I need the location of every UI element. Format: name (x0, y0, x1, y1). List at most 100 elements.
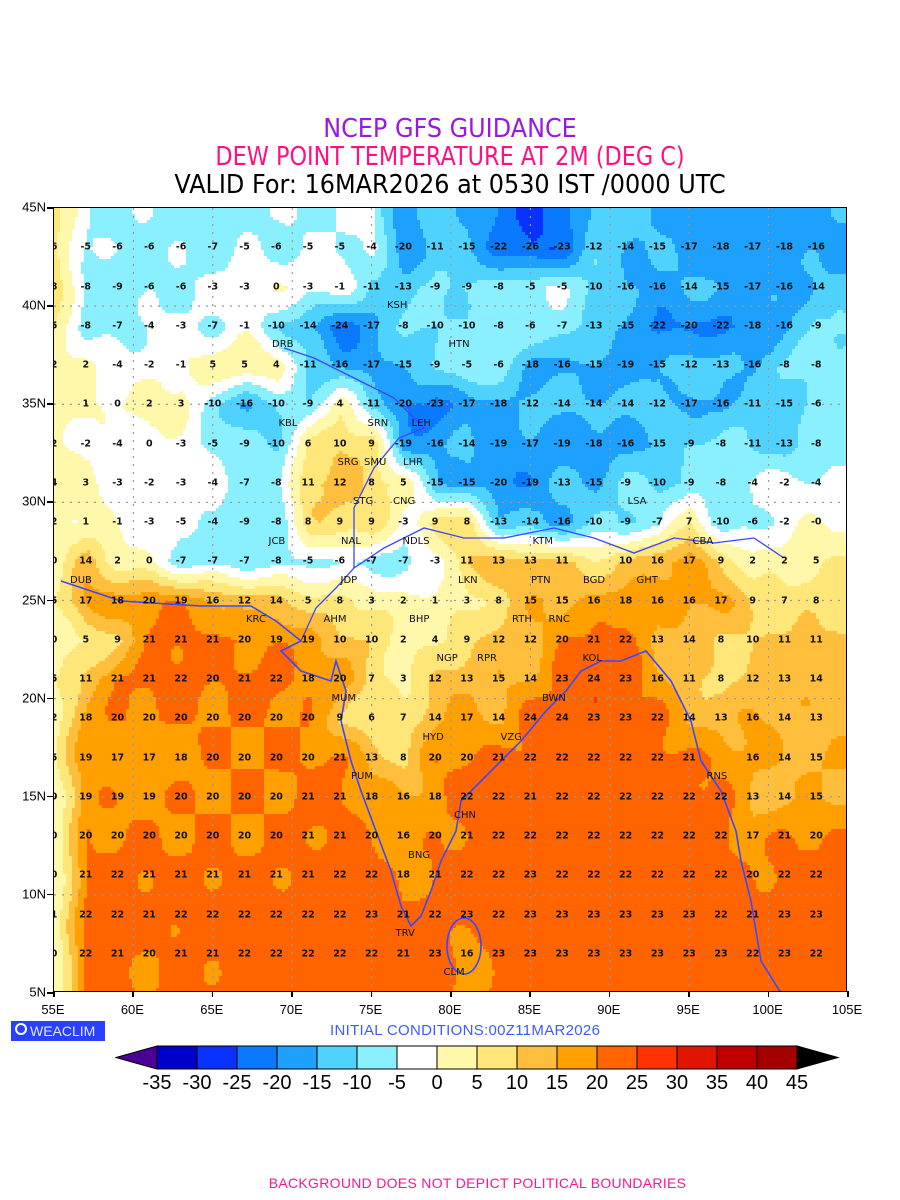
colorbar-swatch (276, 1045, 318, 1070)
grid-value: 15 (809, 752, 823, 763)
grid-value: 22 (460, 869, 474, 881)
grid-value: 3 (82, 477, 90, 489)
grid-value: -10 (267, 438, 285, 449)
grid-value: -14 (617, 241, 635, 253)
grid-value: 23 (587, 948, 601, 960)
station-label: SRN (367, 417, 389, 429)
boundary-line (283, 347, 426, 568)
grid-value: 19 (174, 595, 188, 606)
grid-value: -2 (143, 359, 155, 371)
grid-value: 22 (333, 869, 347, 881)
grid-value: 2 (400, 634, 407, 646)
station-label: LKN (458, 574, 478, 586)
lon-tick-label: 95E (676, 1002, 700, 1017)
grid-value: 21 (333, 830, 347, 842)
grid-value: 8 (54, 281, 57, 292)
grid-value: -1 (334, 281, 346, 292)
grid-value: 22 (714, 830, 728, 842)
lon-tick-label: 90E (597, 1002, 621, 1017)
grid-value: -23 (426, 398, 444, 410)
grid-value: 9 (717, 555, 725, 567)
station-label: PTN (531, 574, 551, 586)
grid-value: 22 (523, 752, 538, 763)
lat-tick-label: 30N (22, 493, 46, 509)
grid-value: -8 (493, 320, 504, 332)
grid-value: -4 (366, 241, 377, 253)
grid-value: -6 (747, 516, 758, 528)
lon-tick-label: 60E (120, 1002, 144, 1017)
grid-value: 22 (777, 869, 792, 881)
grid-value: 0 (145, 555, 153, 567)
grid-value: 21 (79, 869, 93, 881)
grid-value: -16 (331, 359, 349, 371)
grid-value: -24 (331, 320, 349, 332)
colorbar-level-label: -15 (302, 1072, 332, 1094)
grid-value: 20 (301, 752, 315, 763)
grid-value: 23 (619, 673, 633, 685)
grid-value: 14 (777, 791, 792, 803)
grid-value: -4 (112, 438, 123, 449)
grid-value: -1 (175, 359, 187, 371)
grid-value: 8 (463, 516, 471, 528)
grid-value: 20 (206, 712, 220, 724)
grid-value: -6 (143, 281, 155, 292)
grid-value: 21 (777, 830, 792, 842)
grid-value: 13 (364, 752, 379, 763)
grid-value: 2 (54, 438, 57, 449)
station-label: JDP (340, 574, 358, 586)
boundary-line (300, 527, 785, 642)
grid-value: 16 (746, 752, 760, 763)
grid-value: 13 (460, 673, 474, 685)
grid-value: 23 (650, 948, 665, 960)
grid-value: 2 (54, 517, 57, 528)
station-label: RTH (512, 614, 532, 626)
grid-value: 8 (495, 595, 502, 606)
grid-value: 22 (682, 830, 696, 842)
grid-value: 8 (717, 673, 725, 685)
grid-value: -6 (810, 398, 822, 410)
station-label: CNG (393, 496, 416, 508)
grid-value: 7 (781, 595, 788, 606)
colorbar-level-label: 5 (471, 1072, 483, 1094)
colorbar-level-label: 10 (505, 1072, 529, 1094)
colorbar-swatch (156, 1045, 198, 1070)
grid-value: 11 (809, 634, 823, 646)
station-label: CHN (454, 810, 476, 822)
grid-value: -6 (525, 320, 536, 332)
grid-value: 11 (460, 555, 474, 567)
grid-value: 23 (492, 948, 506, 960)
grid-value: 22 (809, 869, 823, 881)
lon-tick (132, 991, 134, 997)
grid-value: 13 (492, 555, 506, 567)
grid-value: 22 (587, 869, 601, 881)
grid-value: 20 (142, 948, 156, 960)
grid-value: 7 (368, 673, 375, 685)
grid-value: -5 (239, 241, 250, 253)
station-label: NAL (341, 535, 361, 547)
grid-value: 20 (269, 752, 283, 763)
grid-value: 16 (587, 595, 601, 606)
grid-value: -11 (744, 438, 762, 449)
grid-value: 23 (555, 909, 569, 920)
grid-value: -19 (521, 477, 539, 489)
grid-value: -17 (680, 241, 698, 253)
grid-value: 22 (714, 869, 728, 881)
lon-tick-label: 80E (438, 1002, 462, 1017)
station-label: RNC (548, 614, 570, 626)
grid-value: 18 (364, 791, 379, 803)
grid-value: 14 (492, 712, 506, 724)
grid-value: -17 (744, 281, 762, 292)
grid-value: -7 (207, 555, 219, 567)
grid-value: 23 (682, 948, 696, 960)
station-label: LEH (411, 417, 431, 429)
grid-value: -8 (80, 320, 92, 332)
grid-value: 3 (463, 595, 471, 606)
grid-value: 24 (523, 712, 538, 724)
station-label: RPR (477, 653, 497, 665)
grid-value: -16 (712, 398, 730, 410)
grid-value: 22 (79, 948, 93, 960)
station-label: VZG (500, 731, 522, 743)
grid-value: -3 (175, 438, 187, 449)
grid-value: -8 (80, 281, 92, 292)
grid-value: -6 (175, 241, 187, 253)
